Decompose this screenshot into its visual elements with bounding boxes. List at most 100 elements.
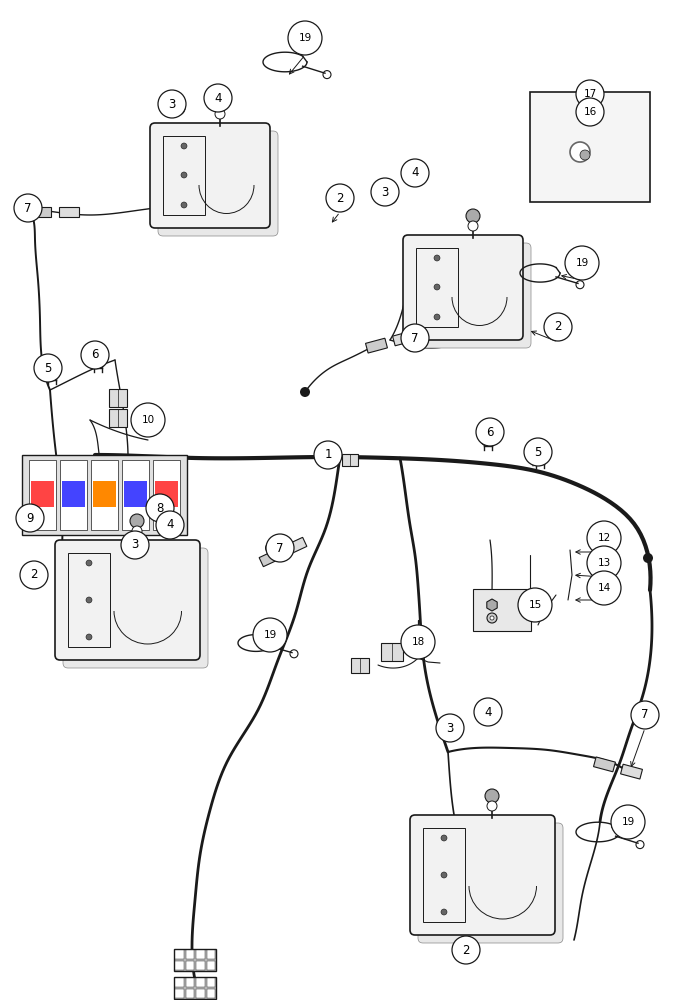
Bar: [207, 950, 215, 959]
Bar: [60, 460, 87, 530]
Circle shape: [401, 159, 429, 187]
Circle shape: [387, 194, 393, 200]
Circle shape: [441, 835, 447, 841]
Circle shape: [436, 714, 464, 742]
Bar: [196, 950, 205, 959]
Text: 16: 16: [583, 107, 596, 117]
Text: 7: 7: [276, 542, 284, 554]
Bar: [109, 409, 127, 427]
Circle shape: [447, 725, 461, 739]
Polygon shape: [165, 524, 175, 536]
Circle shape: [434, 314, 440, 320]
Text: 1: 1: [324, 448, 332, 462]
Circle shape: [253, 618, 287, 652]
Text: 7: 7: [24, 202, 32, 215]
Circle shape: [158, 90, 186, 118]
Text: 19: 19: [299, 33, 312, 43]
Bar: [175, 989, 184, 998]
Circle shape: [401, 625, 435, 659]
Text: 4: 4: [214, 92, 222, 104]
Circle shape: [215, 109, 225, 119]
FancyBboxPatch shape: [158, 131, 278, 236]
Circle shape: [181, 143, 187, 149]
Text: 18: 18: [411, 637, 425, 647]
Bar: [31, 481, 54, 507]
Circle shape: [131, 543, 145, 557]
Bar: [186, 978, 194, 987]
Bar: [423, 828, 465, 922]
Circle shape: [121, 531, 149, 559]
Circle shape: [181, 172, 187, 178]
Text: 3: 3: [381, 186, 388, 198]
Bar: [473, 589, 531, 631]
FancyBboxPatch shape: [410, 815, 555, 935]
Circle shape: [570, 142, 590, 162]
Text: 19: 19: [622, 817, 635, 827]
Bar: [530, 92, 650, 202]
Text: 19: 19: [576, 258, 589, 268]
Circle shape: [544, 313, 572, 341]
Text: 2: 2: [462, 944, 470, 956]
Text: 5: 5: [45, 361, 52, 374]
Polygon shape: [483, 712, 493, 724]
Polygon shape: [365, 338, 388, 353]
Circle shape: [132, 526, 142, 536]
Circle shape: [452, 936, 480, 964]
Text: 6: 6: [487, 426, 493, 438]
Circle shape: [485, 789, 499, 803]
Circle shape: [20, 561, 48, 589]
Text: 7: 7: [641, 708, 649, 722]
Circle shape: [576, 80, 604, 108]
Circle shape: [401, 324, 429, 352]
Circle shape: [371, 178, 399, 206]
Circle shape: [490, 616, 494, 620]
Circle shape: [631, 701, 659, 729]
Circle shape: [476, 418, 504, 446]
Bar: [207, 961, 215, 970]
Text: 5: 5: [535, 446, 541, 458]
Bar: [196, 961, 205, 970]
Circle shape: [135, 547, 141, 553]
Circle shape: [175, 105, 181, 111]
Bar: [124, 481, 147, 507]
Circle shape: [181, 202, 187, 208]
Text: 3: 3: [446, 722, 454, 734]
Circle shape: [576, 98, 604, 126]
Text: 3: 3: [132, 538, 139, 552]
Circle shape: [611, 805, 645, 839]
FancyBboxPatch shape: [403, 235, 523, 340]
Bar: [186, 961, 194, 970]
Circle shape: [451, 729, 457, 735]
Text: 12: 12: [597, 533, 610, 543]
Circle shape: [441, 872, 447, 878]
FancyBboxPatch shape: [411, 243, 531, 348]
Circle shape: [434, 255, 440, 261]
Bar: [175, 950, 184, 959]
Polygon shape: [393, 331, 415, 346]
Bar: [68, 553, 110, 647]
Bar: [186, 950, 194, 959]
Text: 3: 3: [168, 98, 175, 110]
Bar: [91, 460, 118, 530]
Bar: [109, 389, 127, 407]
Circle shape: [487, 801, 497, 811]
Text: 15: 15: [528, 600, 541, 610]
Text: 19: 19: [263, 630, 276, 640]
Polygon shape: [594, 757, 615, 772]
Circle shape: [171, 101, 185, 115]
Circle shape: [86, 560, 92, 566]
Bar: [207, 989, 215, 998]
Text: 4: 4: [484, 706, 492, 718]
Circle shape: [643, 553, 653, 563]
Text: 4: 4: [411, 166, 419, 180]
Bar: [155, 481, 178, 507]
Bar: [22, 455, 187, 535]
Circle shape: [441, 909, 447, 915]
Bar: [175, 961, 184, 970]
Text: 6: 6: [91, 349, 99, 361]
Bar: [174, 977, 216, 999]
Text: 17: 17: [583, 89, 596, 99]
FancyBboxPatch shape: [63, 548, 208, 668]
Bar: [29, 460, 56, 530]
Circle shape: [156, 511, 184, 539]
